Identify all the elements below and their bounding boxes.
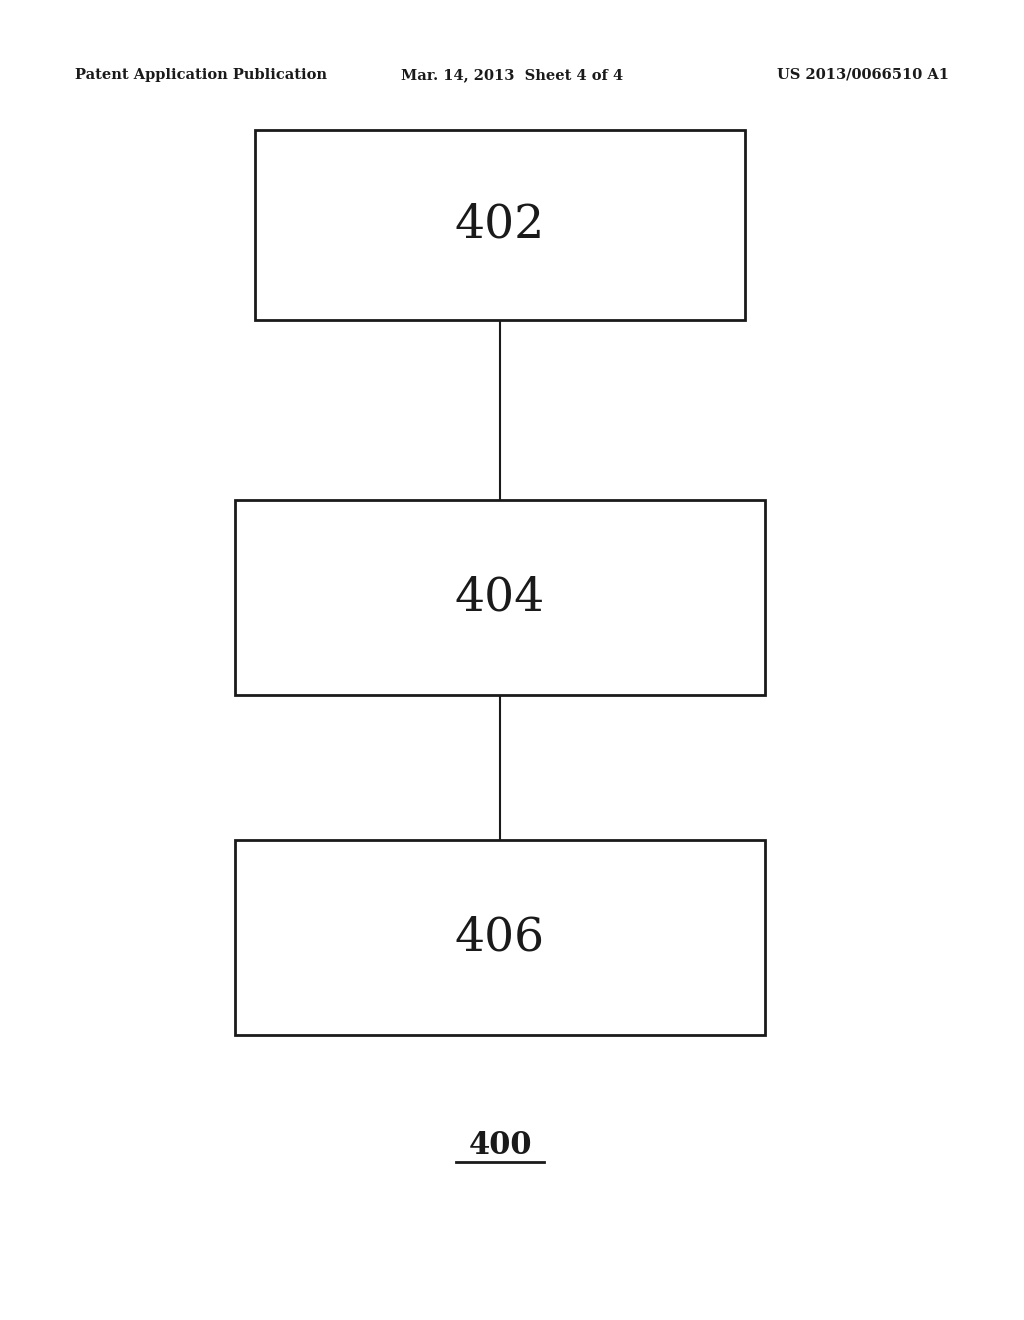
Text: US 2013/0066510 A1: US 2013/0066510 A1: [777, 69, 949, 82]
Text: 400: 400: [468, 1130, 531, 1160]
Text: Mar. 14, 2013  Sheet 4 of 4: Mar. 14, 2013 Sheet 4 of 4: [401, 69, 623, 82]
Text: 402: 402: [455, 202, 545, 248]
Bar: [234, 840, 765, 1035]
Bar: [255, 129, 745, 319]
Bar: [234, 500, 765, 696]
Text: 404: 404: [455, 576, 545, 620]
Text: Patent Application Publication: Patent Application Publication: [75, 69, 327, 82]
Text: 406: 406: [455, 915, 545, 960]
